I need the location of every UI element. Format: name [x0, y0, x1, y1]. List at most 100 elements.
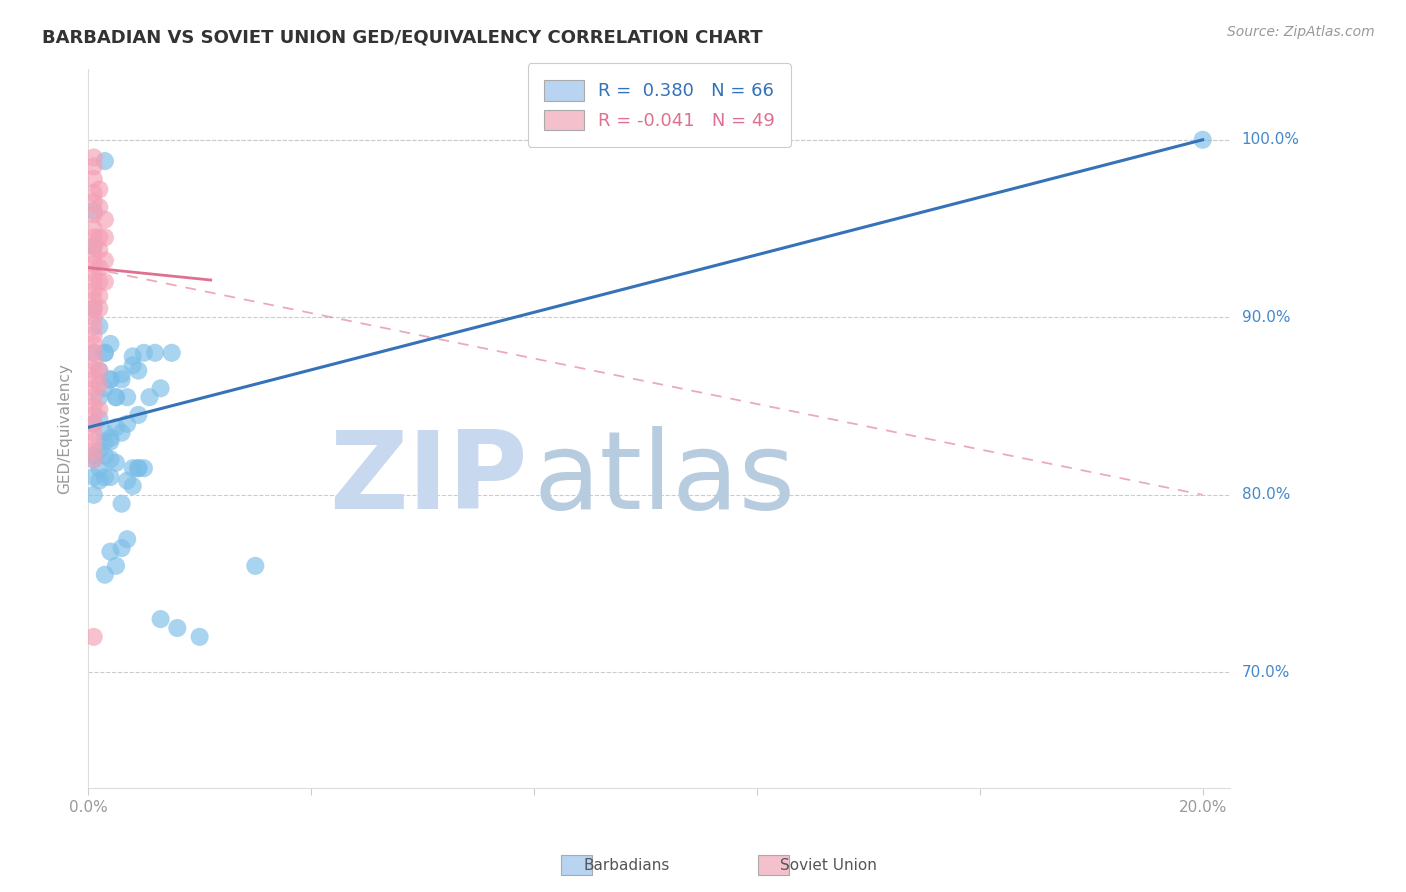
Point: [89, 275, 111, 289]
Point: [83, 284, 105, 298]
Text: Barbadians: Barbadians: [583, 858, 669, 872]
Point: [83, 221, 105, 235]
Point: [89, 461, 111, 475]
Point: [83, 363, 105, 377]
Point: [89, 319, 111, 334]
Point: [121, 479, 143, 493]
Point: [105, 420, 128, 434]
Point: [105, 558, 128, 573]
Point: [89, 363, 111, 377]
Point: [94, 253, 117, 268]
Point: [89, 182, 111, 196]
Point: [83, 293, 105, 307]
Point: [94, 425, 117, 440]
Point: [83, 275, 105, 289]
Point: [89, 200, 111, 214]
Point: [94, 434, 117, 449]
Point: [83, 452, 105, 467]
Text: 90.0%: 90.0%: [1241, 310, 1291, 325]
Point: [83, 301, 105, 316]
Point: [94, 449, 117, 463]
Point: [83, 207, 105, 221]
Point: [83, 417, 105, 431]
Point: [100, 431, 122, 445]
Text: Soviet Union: Soviet Union: [780, 858, 877, 872]
Point: [89, 230, 111, 244]
Point: [100, 434, 122, 449]
Point: [83, 203, 105, 218]
Point: [100, 470, 122, 484]
Point: [83, 434, 105, 449]
Point: [83, 310, 105, 325]
Point: [83, 408, 105, 422]
Point: [83, 470, 105, 484]
Point: [83, 346, 105, 360]
Point: [115, 417, 138, 431]
Point: [83, 399, 105, 413]
Point: [83, 390, 105, 404]
Text: Source: ZipAtlas.com: Source: ZipAtlas.com: [1227, 25, 1375, 39]
Point: [132, 461, 155, 475]
Point: [89, 402, 111, 417]
Point: [83, 151, 105, 165]
Point: [245, 558, 267, 573]
Point: [83, 354, 105, 368]
Point: [89, 377, 111, 392]
Point: [1191, 133, 1213, 147]
Point: [94, 154, 117, 169]
Point: [83, 239, 105, 253]
Point: [89, 243, 111, 257]
Point: [115, 533, 138, 547]
Point: [127, 408, 149, 422]
Point: [94, 470, 117, 484]
Point: [94, 346, 117, 360]
Point: [110, 367, 132, 381]
Point: [83, 248, 105, 262]
Point: [110, 425, 132, 440]
Point: [94, 567, 117, 582]
Point: [83, 488, 105, 502]
Point: [83, 417, 105, 431]
Point: [89, 289, 111, 303]
Point: [83, 230, 105, 244]
Point: [83, 443, 105, 458]
Text: atlas: atlas: [534, 425, 796, 532]
Point: [83, 301, 105, 316]
Point: [100, 452, 122, 467]
Point: [121, 358, 143, 372]
Point: [83, 346, 105, 360]
Point: [83, 171, 105, 186]
Point: [160, 346, 183, 360]
Point: [149, 612, 172, 626]
Point: [100, 544, 122, 558]
Text: 80.0%: 80.0%: [1241, 487, 1289, 502]
Point: [83, 381, 105, 395]
Point: [89, 443, 111, 458]
Point: [83, 257, 105, 271]
Point: [83, 319, 105, 334]
Point: [83, 266, 105, 280]
Point: [115, 390, 138, 404]
Point: [127, 461, 149, 475]
Point: [115, 474, 138, 488]
Point: [89, 474, 111, 488]
Text: 70.0%: 70.0%: [1241, 665, 1289, 680]
Point: [121, 461, 143, 475]
Point: [94, 230, 117, 244]
Point: [127, 461, 149, 475]
Point: [94, 346, 117, 360]
Point: [127, 363, 149, 377]
Point: [166, 621, 188, 635]
Point: [89, 411, 111, 425]
Point: [83, 449, 105, 463]
Point: [110, 372, 132, 386]
Bar: [758, 855, 789, 875]
Point: [100, 337, 122, 351]
Point: [83, 186, 105, 200]
Point: [149, 381, 172, 395]
Point: [94, 381, 117, 395]
Point: [83, 160, 105, 174]
Point: [110, 541, 132, 555]
Point: [132, 346, 155, 360]
Point: [83, 452, 105, 467]
